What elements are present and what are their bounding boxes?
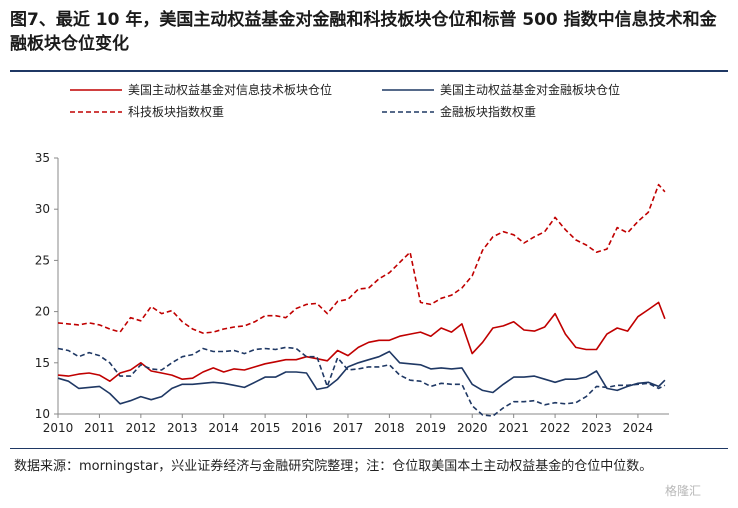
series-line-4 — [57, 346, 666, 417]
x-tick-label: 2013 — [167, 421, 198, 435]
x-tick-label: 2021 — [498, 421, 529, 435]
legend-label-4: 金融板块指数权重 — [440, 104, 536, 119]
x-tick-label: 2018 — [374, 421, 405, 435]
x-tick-label: 2017 — [333, 421, 364, 435]
x-tick-label: 2010 — [43, 421, 74, 435]
series-line-3 — [57, 183, 666, 334]
x-tick-label: 2022 — [540, 421, 571, 435]
x-tick-label: 2019 — [416, 421, 447, 435]
legend-label-1: 美国主动权益基金对信息技术板块仓位 — [128, 82, 332, 97]
legend: 美国主动权益基金对信息技术板块仓位 美国主动权益基金对金融板块仓位科技板块指数权重… — [70, 82, 620, 119]
legend-label-3: 科技板块指数权重 — [128, 104, 224, 119]
series-layer — [57, 183, 666, 417]
x-tick-label: 2014 — [208, 421, 239, 435]
legend-label-2: 美国主动权益基金对金融板块仓位 — [440, 82, 620, 97]
title-divider — [10, 70, 728, 72]
y-tick-label: 10 — [35, 407, 50, 421]
footer-divider — [10, 448, 728, 449]
series-line-1 — [57, 301, 666, 383]
line-chart: 美国主动权益基金对信息技术板块仓位 美国主动权益基金对金融板块仓位科技板块指数权重… — [35, 82, 669, 435]
x-tick-label: 2023 — [581, 421, 612, 435]
y-tick-label: 35 — [35, 151, 50, 165]
x-tick-label: 2015 — [250, 421, 281, 435]
x-tick-label: 2012 — [126, 421, 157, 435]
y-tick-label: 25 — [35, 253, 50, 267]
chart-axes: 10 15 20 25 30 35 2010 2011 2012 2013 2014 2015 2016… — [35, 151, 669, 435]
y-tick-label: 30 — [35, 202, 50, 216]
x-tick-label: 2011 — [84, 421, 115, 435]
watermark-logo: 格隆汇 — [665, 484, 702, 498]
x-tick-label: 2024 — [623, 421, 654, 435]
source-note: 数据来源：morningstar，兴业证券经济与金融研究院整理；注：仓位取美国本… — [14, 459, 653, 474]
y-tick-label: 20 — [35, 305, 50, 319]
series-line-2 — [57, 350, 666, 405]
y-tick-label: 15 — [35, 356, 50, 370]
x-tick-label: 2020 — [457, 421, 488, 435]
x-tick-label: 2016 — [291, 421, 322, 435]
chart-title: 图7、最近 10 年，美国主动权益基金对金融和科技板块仓位和标普 500 指数中… — [10, 10, 717, 54]
